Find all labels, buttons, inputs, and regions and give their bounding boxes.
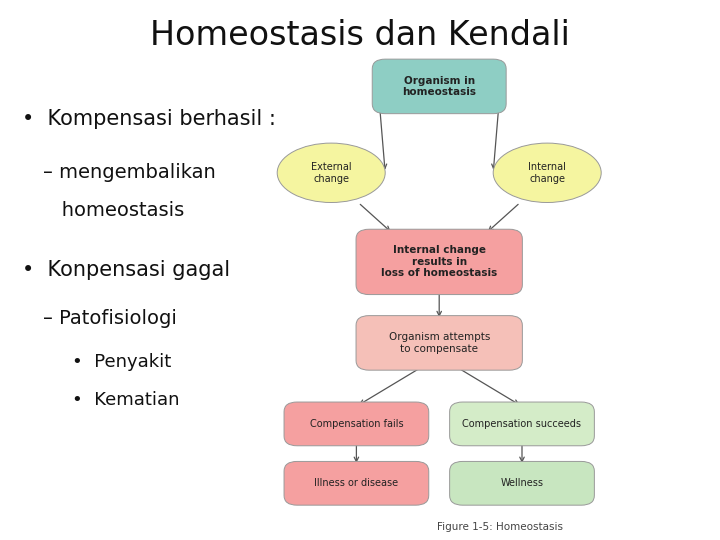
Text: Organism in
homeostasis: Organism in homeostasis	[402, 76, 476, 97]
Text: Wellness: Wellness	[500, 478, 544, 488]
Text: •  Penyakit: • Penyakit	[72, 353, 171, 371]
Text: homeostasis: homeostasis	[43, 201, 184, 220]
FancyBboxPatch shape	[284, 402, 428, 446]
Text: •  Kematian: • Kematian	[72, 390, 179, 409]
Text: Organism attempts
to compensate: Organism attempts to compensate	[389, 332, 490, 354]
Text: – mengembalikan: – mengembalikan	[43, 163, 216, 183]
Text: Illness or disease: Illness or disease	[315, 478, 398, 488]
Text: Homeostasis dan Kendali: Homeostasis dan Kendali	[150, 18, 570, 52]
FancyBboxPatch shape	[284, 461, 428, 505]
FancyBboxPatch shape	[449, 461, 594, 505]
Text: •  Konpensasi gagal: • Konpensasi gagal	[22, 260, 230, 280]
FancyBboxPatch shape	[449, 402, 594, 446]
FancyBboxPatch shape	[356, 229, 522, 295]
Ellipse shape	[277, 143, 385, 202]
Ellipse shape	[493, 143, 601, 202]
Text: •  Kompensasi berhasil :: • Kompensasi berhasil :	[22, 109, 276, 129]
Text: – Patofisiologi: – Patofisiologi	[43, 309, 177, 328]
FancyBboxPatch shape	[372, 59, 506, 114]
Text: Compensation fails: Compensation fails	[310, 419, 403, 429]
FancyBboxPatch shape	[356, 315, 522, 370]
Text: Internal
change: Internal change	[528, 162, 566, 184]
Text: Figure 1-5: Homeostasis: Figure 1-5: Homeostasis	[438, 522, 563, 531]
Text: Internal change
results in
loss of homeostasis: Internal change results in loss of homeo…	[381, 245, 498, 279]
Text: Compensation succeeds: Compensation succeeds	[462, 419, 582, 429]
Text: External
change: External change	[311, 162, 351, 184]
